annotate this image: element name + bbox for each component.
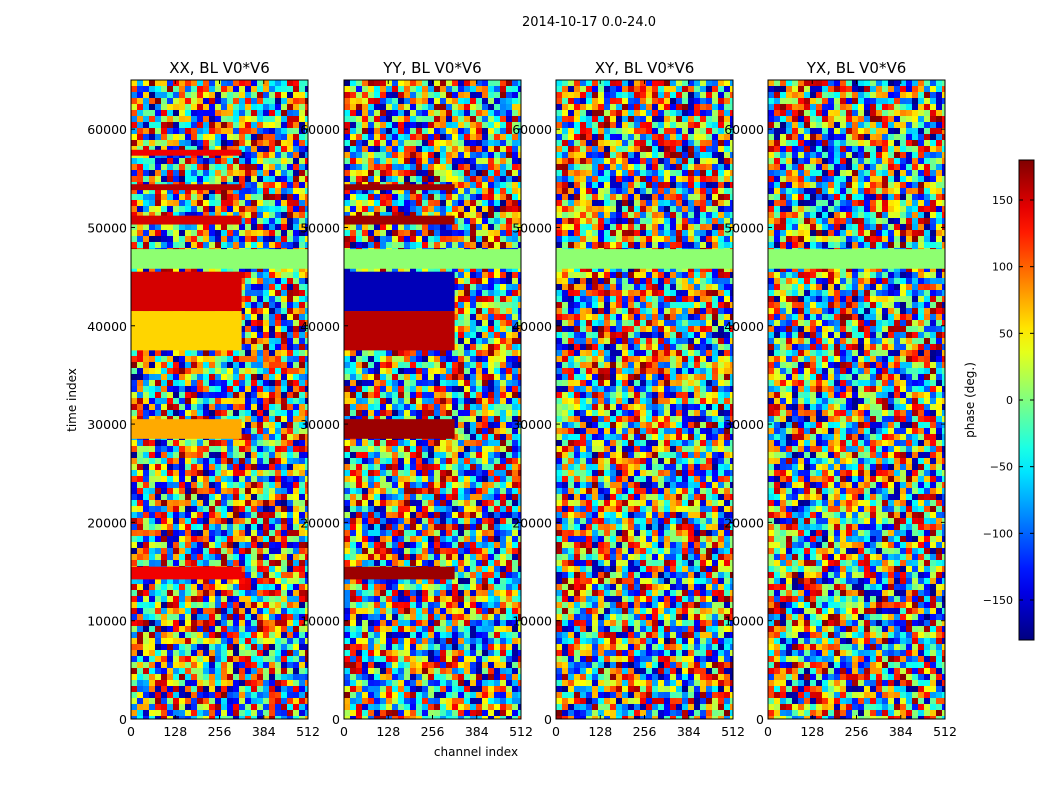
phase-band bbox=[131, 419, 242, 439]
y-tick-label: 30000 bbox=[724, 417, 764, 432]
phase-band bbox=[131, 215, 242, 225]
x-tick-label: 512 bbox=[509, 724, 533, 739]
y-tick-label: 10000 bbox=[512, 614, 552, 629]
y-tick-label: 0 bbox=[756, 712, 764, 727]
phase-band bbox=[344, 184, 455, 191]
x-tick-label: 256 bbox=[208, 724, 232, 739]
heatmap-image bbox=[131, 80, 308, 719]
phase-band bbox=[131, 184, 242, 191]
y-tick-label: 30000 bbox=[300, 417, 340, 432]
phase-band bbox=[131, 311, 242, 351]
colorbar-tick-label: 100 bbox=[992, 261, 1013, 274]
phase-band bbox=[344, 249, 521, 269]
colorbar-tick-label: −150 bbox=[983, 594, 1013, 607]
x-tick-label: 0 bbox=[127, 724, 135, 739]
x-tick-label: 384 bbox=[252, 724, 276, 739]
y-tick-label: 20000 bbox=[512, 515, 552, 530]
phase-band bbox=[344, 419, 455, 439]
panel-title: YY, BL V0*V6 bbox=[382, 59, 481, 77]
y-tick-label: 60000 bbox=[87, 122, 127, 137]
y-tick-label: 50000 bbox=[512, 220, 552, 235]
panel-0: XX, BL V0*V6 0 128 256 384 512 0 10000 20000 3000… bbox=[87, 59, 320, 739]
x-tick-label: 384 bbox=[465, 724, 489, 739]
phase-band bbox=[768, 249, 945, 269]
heatmap-image bbox=[768, 80, 945, 719]
x-tick-label: 128 bbox=[163, 724, 187, 739]
y-tick-label: 60000 bbox=[512, 122, 552, 137]
phase-band bbox=[556, 249, 733, 269]
y-tick-label: 40000 bbox=[724, 319, 764, 334]
heatmap-image bbox=[344, 80, 521, 719]
colorbar-tick-label: 0 bbox=[1006, 394, 1013, 407]
x-tick-label: 0 bbox=[552, 724, 560, 739]
y-axis-label: time index bbox=[65, 368, 79, 432]
phase-band bbox=[131, 249, 308, 269]
y-tick-label: 20000 bbox=[724, 515, 764, 530]
x-tick-label: 512 bbox=[933, 724, 957, 739]
colorbar-tick-label: −100 bbox=[983, 527, 1013, 540]
y-tick-label: 60000 bbox=[300, 122, 340, 137]
colorbar-tick-label: −50 bbox=[990, 461, 1013, 474]
figure-title: 2014-10-17 0.0-24.0 bbox=[522, 15, 656, 30]
panel-group: XX, BL V0*V6 0 128 256 384 512 0 10000 20000 3000… bbox=[87, 59, 957, 739]
y-tick-label: 60000 bbox=[724, 122, 764, 137]
panel-3: YX, BL V0*V6 0 128 256 384 512 0 10000 20000 3000… bbox=[724, 59, 957, 739]
y-tick-label: 20000 bbox=[300, 515, 340, 530]
y-tick-label: 50000 bbox=[87, 220, 127, 235]
panel-2: XY, BL V0*V6 0 128 256 384 512 0 10000 20000 3000… bbox=[512, 59, 745, 739]
phase-band bbox=[131, 566, 242, 580]
y-tick-label: 20000 bbox=[87, 515, 127, 530]
x-tick-label: 128 bbox=[800, 724, 824, 739]
phase-band bbox=[344, 271, 455, 312]
x-tick-label: 128 bbox=[376, 724, 400, 739]
y-tick-label: 40000 bbox=[87, 319, 127, 334]
heatmap-image bbox=[556, 80, 733, 719]
colorbar-tick-label: 150 bbox=[992, 194, 1013, 207]
y-tick-label: 10000 bbox=[300, 614, 340, 629]
panel-title: YX, BL V0*V6 bbox=[806, 59, 907, 77]
phase-band bbox=[131, 149, 242, 156]
panel-title: XY, BL V0*V6 bbox=[595, 59, 695, 77]
x-tick-label: 256 bbox=[421, 724, 445, 739]
phase-band bbox=[344, 566, 455, 580]
y-tick-label: 0 bbox=[332, 712, 340, 727]
y-tick-label: 40000 bbox=[512, 319, 552, 334]
x-axis-label: channel index bbox=[434, 745, 518, 759]
y-tick-label: 0 bbox=[544, 712, 552, 727]
x-tick-label: 512 bbox=[721, 724, 745, 739]
colorbar: 150 100 50 0 −50 −100 −150 bbox=[983, 159, 1035, 641]
x-tick-label: 256 bbox=[633, 724, 657, 739]
y-tick-label: 50000 bbox=[724, 220, 764, 235]
colorbar-label: phase (deg.) bbox=[963, 362, 977, 438]
phase-band bbox=[344, 311, 455, 351]
y-tick-label: 30000 bbox=[512, 417, 552, 432]
phase-band bbox=[344, 215, 455, 225]
phase-band bbox=[131, 271, 242, 312]
colorbar-tick-label: 50 bbox=[999, 327, 1013, 340]
y-tick-label: 40000 bbox=[300, 319, 340, 334]
x-tick-label: 128 bbox=[588, 724, 612, 739]
x-tick-label: 384 bbox=[889, 724, 913, 739]
y-tick-label: 30000 bbox=[87, 417, 127, 432]
y-tick-label: 10000 bbox=[724, 614, 764, 629]
y-tick-label: 0 bbox=[119, 712, 127, 727]
x-tick-label: 512 bbox=[296, 724, 320, 739]
y-tick-label: 50000 bbox=[300, 220, 340, 235]
panel-title: XX, BL V0*V6 bbox=[169, 59, 270, 77]
x-tick-label: 256 bbox=[845, 724, 869, 739]
x-tick-label: 384 bbox=[677, 724, 701, 739]
panel-1: YY, BL V0*V6 0 128 256 384 512 0 10000 20000 3000… bbox=[300, 59, 533, 739]
x-tick-label: 0 bbox=[340, 724, 348, 739]
x-tick-label: 0 bbox=[764, 724, 772, 739]
y-tick-label: 10000 bbox=[87, 614, 127, 629]
